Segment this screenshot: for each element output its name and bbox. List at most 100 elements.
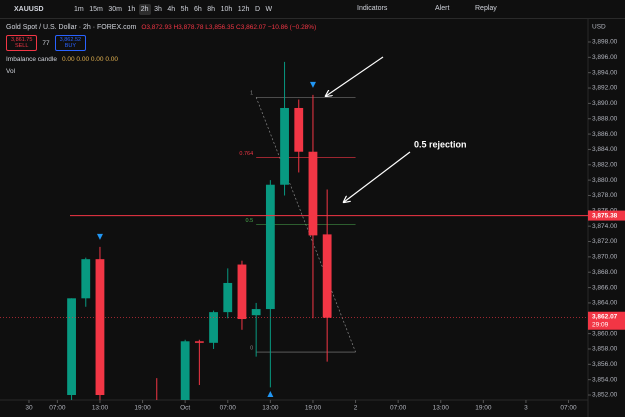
- candle-body: [223, 282, 233, 313]
- timeframe[interactable]: 8h: [207, 5, 216, 13]
- x-tick-label: 13:00: [92, 405, 109, 412]
- x-tick-label: 07:00: [390, 405, 407, 412]
- candle-body: [237, 264, 247, 320]
- y-tick-label: 3,884.00: [592, 146, 618, 153]
- alert-button[interactable]: Alert: [435, 5, 450, 12]
- buy-price: 3,862.52: [59, 37, 82, 43]
- timeframe[interactable]: 5h: [180, 5, 189, 13]
- timeframe[interactable]: 12h: [237, 5, 250, 13]
- y-tick-label: 3,892.00: [592, 85, 618, 92]
- instrument: Gold Spot / U.S. Dollar · 2h · FOREX.com: [6, 23, 137, 31]
- timeframe[interactable]: 1m: [74, 5, 84, 13]
- y-tick-label: 3,854.00: [592, 376, 618, 383]
- candle-body: [209, 312, 218, 343]
- timeframe[interactable]: 30m: [108, 5, 122, 13]
- replay-button[interactable]: Replay: [475, 5, 497, 12]
- y-tick-label: 3,890.00: [592, 100, 618, 107]
- candle-body: [322, 234, 332, 318]
- x-tick-label: 07:00: [49, 405, 66, 412]
- timeframe[interactable]: 4h: [167, 5, 176, 13]
- y-tick-label: 3,878.00: [592, 192, 618, 199]
- signal-marker: [96, 233, 103, 240]
- price-line-label: 3,875.38: [592, 212, 618, 219]
- signal-marker: [309, 81, 316, 88]
- y-tick-label: 3,866.00: [592, 284, 618, 291]
- x-tick-label: 2: [354, 405, 358, 412]
- fib-label: 0: [250, 345, 253, 351]
- x-tick-label: 13:00: [433, 405, 450, 412]
- arrow: [326, 56, 384, 96]
- candle-body: [194, 341, 204, 343]
- legend: Gold Spot / U.S. Dollar · 2h · FOREX.com…: [6, 21, 316, 77]
- y-tick-label: 3,894.00: [592, 69, 618, 76]
- candle-body: [265, 184, 275, 310]
- x-tick-label: 07:00: [220, 405, 237, 412]
- candle-body: [81, 259, 91, 299]
- y-tick-label: 3,888.00: [592, 115, 618, 122]
- x-tick-label: 07:00: [560, 405, 577, 412]
- ohlc: O3,872.93 H3,878.78 L3,856.35 C3,862.07 …: [141, 24, 316, 31]
- spread: 77: [42, 39, 50, 47]
- x-tick-label: 19:00: [134, 405, 151, 412]
- candle-body: [67, 298, 76, 396]
- x-tick-label: 13:00: [262, 405, 279, 412]
- x-tick-label: Oct: [180, 405, 190, 412]
- x-tick-label: 19:00: [475, 405, 492, 412]
- candle-body: [152, 403, 161, 407]
- timeframe[interactable]: 3h: [154, 5, 162, 13]
- y-tick-label: 3,858.00: [592, 346, 618, 353]
- y-tick-label: 3,880.00: [592, 177, 618, 184]
- fib-label: 1: [250, 91, 253, 97]
- sell-price: 3,861.75: [11, 37, 33, 43]
- y-tick-label: 3,886.00: [592, 131, 618, 138]
- y-tick-label: 3,874.00: [592, 223, 618, 230]
- x-tick-label: 19:00: [305, 405, 322, 412]
- candle-body: [308, 151, 318, 236]
- y-tick-label: 3,870.00: [592, 254, 618, 261]
- price-line-tag: [588, 210, 625, 221]
- x-tick-label: 30: [25, 405, 33, 412]
- toolbar: XAUUSD 1m 15m 30m 1h 2h 3h 4h 5h 6h 8h 10h 12h D W In…: [0, 0, 625, 19]
- y-tick-label: 3,852.00: [592, 392, 618, 399]
- signal-marker: [267, 391, 274, 397]
- symbol[interactable]: XAUUSD: [14, 5, 44, 13]
- arrow: [344, 151, 411, 202]
- y-tick-label: 3,868.00: [592, 269, 618, 276]
- y-tick-label: 3,896.00: [592, 54, 618, 61]
- y-tick-label: 3,872.00: [592, 238, 618, 245]
- candle-body: [95, 259, 105, 396]
- fib-label: 0.5: [246, 218, 254, 224]
- volume[interactable]: Vol: [6, 67, 16, 75]
- fib-label: 0.764: [239, 151, 253, 157]
- x-tick-label: 3: [524, 405, 528, 412]
- timeframe[interactable]: 1h: [127, 5, 136, 13]
- timeframe[interactable]: D: [254, 5, 260, 13]
- sell-label: SELL: [14, 43, 29, 49]
- timeframe[interactable]: 6h: [193, 5, 202, 13]
- annotation: 0.5 rejection: [414, 139, 467, 149]
- buy-button[interactable]: 3,862.52 BUY: [54, 35, 87, 51]
- last-price-tag: [588, 311, 625, 330]
- sell-button[interactable]: 3,861.75 SELL: [6, 35, 38, 51]
- currency: USD: [592, 24, 606, 31]
- ohlc-text: O3,872.93 H3,878.78 L3,856.35 C3,862.07 …: [141, 23, 317, 31]
- y-tick-label: 3,864.00: [592, 300, 618, 307]
- timeframe[interactable]: 2h: [138, 3, 151, 15]
- candle-body: [251, 309, 261, 316]
- indicator-name[interactable]: Imbalance candle: [6, 55, 57, 63]
- candle-body: [280, 107, 289, 185]
- indicator-values: 0.00 0.00 0.00 0.00: [61, 55, 118, 63]
- timeframe[interactable]: 15m: [89, 5, 103, 13]
- indicators-button[interactable]: Indicators: [357, 5, 388, 12]
- y-tick-label: 3,856.00: [592, 361, 618, 368]
- buy-label: BUY: [64, 43, 77, 49]
- y-tick-label: 3,860.00: [592, 330, 618, 337]
- y-tick-label: 3,882.00: [592, 161, 618, 168]
- timeframe[interactable]: 10h: [220, 5, 233, 13]
- timeframe[interactable]: W: [265, 5, 273, 13]
- last-price-label: 3,862.07: [592, 313, 618, 320]
- y-tick-label: 3,898.00: [592, 39, 618, 46]
- candle-body: [180, 341, 190, 400]
